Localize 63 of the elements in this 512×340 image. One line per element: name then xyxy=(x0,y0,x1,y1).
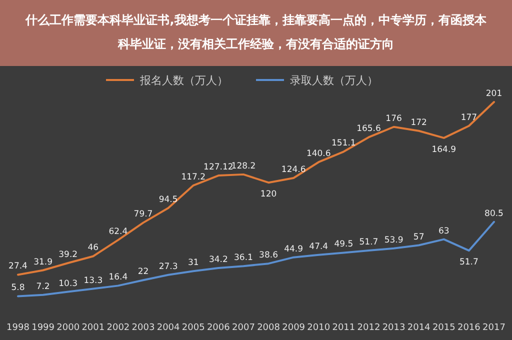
x-tick-label: 2010 xyxy=(307,323,330,333)
data-label: 49.5 xyxy=(334,240,354,250)
data-label: 46 xyxy=(88,243,99,254)
data-label: 151.1 xyxy=(332,138,356,149)
data-label: 177 xyxy=(460,112,478,123)
data-label: 51.7 xyxy=(459,258,478,268)
data-label: 128.2 xyxy=(231,161,256,172)
data-label: 22 xyxy=(138,267,149,278)
data-label: 165.6 xyxy=(356,124,381,134)
x-tick-label: 2003 xyxy=(132,323,155,333)
x-tick-label: 2011 xyxy=(332,323,356,333)
x-tick-label: 2013 xyxy=(382,323,406,333)
legend-label: 录取人数（万人） xyxy=(290,74,378,87)
data-label: 44.9 xyxy=(284,244,304,254)
data-label: 172 xyxy=(410,118,427,128)
data-label: 31.9 xyxy=(34,257,53,268)
x-tick-label: 2002 xyxy=(106,323,130,333)
data-label: 127.12 xyxy=(204,162,234,173)
x-tick-label: 2009 xyxy=(282,323,306,333)
x-tick-label: 2014 xyxy=(407,323,431,333)
data-label: 117.2 xyxy=(181,172,206,182)
data-label: 62.4 xyxy=(108,226,128,237)
data-label: 16.4 xyxy=(108,272,128,283)
x-tick-label: 2000 xyxy=(56,323,80,333)
legend-label: 报名人数（万人） xyxy=(139,74,228,87)
x-tick-label: 2007 xyxy=(232,323,255,333)
data-label: 124.6 xyxy=(281,165,306,176)
data-label: 7.2 xyxy=(36,282,50,292)
data-label: 31 xyxy=(188,258,199,268)
data-label: 47.4 xyxy=(309,242,328,252)
x-tick-label: 2008 xyxy=(257,323,280,333)
data-label: 201 xyxy=(486,89,502,99)
data-label: 36.1 xyxy=(234,253,253,264)
x-tick-label: 2012 xyxy=(357,323,380,333)
x-tick-label: 2004 xyxy=(156,323,180,333)
x-tick-label: 2006 xyxy=(206,323,230,333)
data-label: 80.5 xyxy=(484,208,504,219)
data-label: 63 xyxy=(438,226,450,236)
data-label: 94.5 xyxy=(158,194,178,205)
x-tick-label: 2016 xyxy=(457,323,481,333)
data-label: 5.8 xyxy=(11,283,25,294)
data-label: 51.7 xyxy=(359,238,378,248)
chart-title: 什么工作需要本科毕业证书,我想考一个证挂靠，挂靠要高一点的，中专学历，有函授本科毕业证，没有相关工作经验，有没有合适的证方向 xyxy=(24,13,488,51)
x-tick-label: 2001 xyxy=(82,323,105,333)
x-tick-label: 2015 xyxy=(432,323,456,333)
x-tick-label: 1998 xyxy=(6,323,30,333)
x-tick-label: 1999 xyxy=(32,323,55,333)
data-label: 13.3 xyxy=(84,276,103,286)
data-label: 120 xyxy=(260,190,277,200)
data-label: 38.6 xyxy=(259,250,278,261)
data-label: 79.7 xyxy=(134,210,153,220)
data-label: 34.2 xyxy=(208,254,228,265)
data-label: 57 xyxy=(413,232,424,242)
data-label: 140.6 xyxy=(306,149,331,160)
data-label: 176 xyxy=(386,114,402,124)
data-label: 164.9 xyxy=(432,144,456,155)
x-tick-label: 2017 xyxy=(482,323,506,333)
data-label: 10.3 xyxy=(58,278,78,289)
data-label: 27.3 xyxy=(158,262,178,272)
data-label: 27.4 xyxy=(8,262,28,272)
data-label: 39.2 xyxy=(58,250,78,260)
x-tick-label: 2005 xyxy=(182,323,205,333)
data-label: 53.9 xyxy=(384,235,404,246)
